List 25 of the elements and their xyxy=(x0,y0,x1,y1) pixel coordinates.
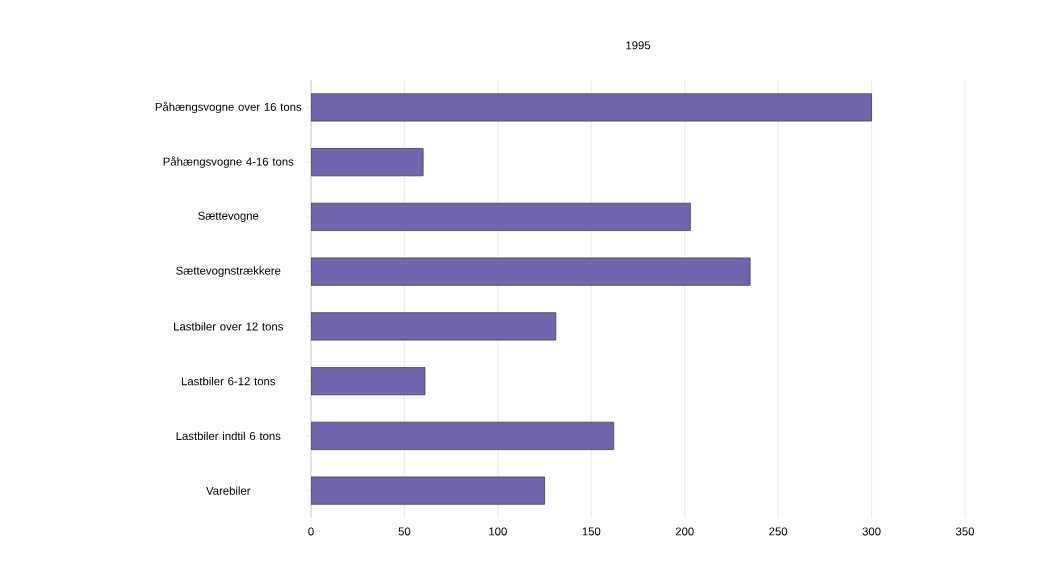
x-tick-label: 100 xyxy=(489,527,507,536)
bar xyxy=(311,257,751,286)
bar xyxy=(311,421,615,450)
x-tick-label: 200 xyxy=(675,527,694,536)
bar xyxy=(311,148,424,177)
x-tick-label: 350 xyxy=(956,527,975,536)
y-tick-label: Sættevogne xyxy=(198,211,259,223)
bar xyxy=(311,312,557,341)
x-tick-label: 300 xyxy=(862,527,881,536)
y-tick-label: Påhængsvogne over 16 tons xyxy=(155,101,302,114)
bar xyxy=(311,367,426,396)
bar xyxy=(311,202,691,231)
x-tick-label: 250 xyxy=(769,527,788,536)
x-tick-label: 150 xyxy=(582,527,601,536)
y-tick-label: Lastbiler indtil 6 tons xyxy=(176,431,281,441)
y-tick-label: Lastbiler 6-12 tons xyxy=(181,376,276,386)
y-tick-label: Påhængsvogne 4-16 tons xyxy=(163,156,294,168)
bar xyxy=(311,476,545,505)
x-tick-label: 50 xyxy=(398,527,411,536)
x-tick-label: 0 xyxy=(308,527,314,536)
chart-title: 1995 xyxy=(626,41,651,50)
bar xyxy=(311,93,872,122)
y-tick-label: Sættevognstrækkere xyxy=(176,266,281,277)
y-tick-label: Lastbiler over 12 tons xyxy=(174,322,283,331)
y-tick-label: Varebiler xyxy=(206,486,251,495)
